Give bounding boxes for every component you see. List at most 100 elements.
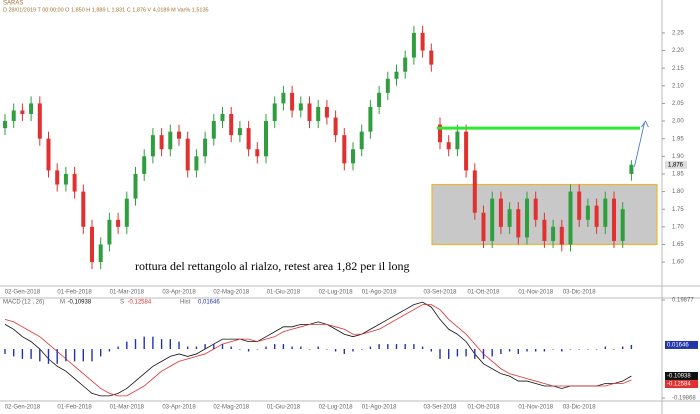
x-tick-label: 02-Gen-2018	[5, 405, 41, 411]
candle-body	[446, 142, 451, 150]
candle-body	[403, 57, 408, 72]
candle-body	[603, 198, 608, 227]
candle-body	[594, 205, 599, 227]
hist-bar	[274, 344, 276, 350]
candle-body	[568, 191, 573, 245]
candle-body	[246, 128, 251, 150]
candle-body	[20, 110, 25, 115]
candle-body	[498, 198, 503, 227]
info-line: D 28/01/2019 T 00:00:00 O 1,850 H 1,889 …	[3, 7, 209, 13]
x-tick-label: 01-Giu-2018	[267, 290, 301, 296]
x-tick-label: 01-Mar-2018	[110, 290, 145, 296]
candle-body	[612, 198, 616, 241]
y-tick-label: 2.05	[672, 101, 684, 107]
hist-bar	[482, 349, 485, 359]
candle-body	[168, 131, 173, 150]
last-price-box	[665, 160, 687, 169]
candle-body	[455, 131, 460, 150]
candle-body	[533, 198, 538, 220]
last-value-label: -0.10938	[667, 374, 691, 380]
hist-bar	[543, 349, 546, 352]
hist-bar	[448, 349, 450, 359]
candle-body	[229, 114, 234, 136]
macd-line	[4, 301, 632, 397]
y-tick-label: 2.20	[672, 48, 684, 54]
hist-bar	[178, 341, 180, 350]
candle-body	[394, 71, 399, 79]
hist-bar	[108, 349, 111, 352]
hist-bar	[343, 349, 345, 354]
legend-name: M	[60, 300, 65, 306]
hist-bar	[213, 344, 215, 350]
hist-bar	[256, 349, 258, 350]
last-price-label: 1,876	[668, 162, 684, 168]
hist-bar	[91, 349, 93, 362]
hist-bar	[300, 346, 302, 350]
hist-bar	[82, 349, 84, 362]
hist-bar	[395, 344, 398, 350]
hist-bar	[230, 346, 232, 350]
annotation: rottura del rettangolo al rialzo, retest…	[135, 259, 410, 273]
last-value-box	[665, 380, 698, 389]
hist-bar	[413, 344, 415, 350]
last-value-box	[665, 340, 698, 349]
y-tick-label: 0.19877	[672, 298, 694, 304]
candle-body	[72, 173, 77, 192]
hist-bar	[352, 349, 354, 352]
hist-bar	[247, 349, 250, 352]
candle-body	[525, 198, 529, 238]
hist-bar	[134, 339, 137, 350]
candle-body	[81, 191, 86, 227]
candle-body	[133, 173, 138, 199]
candle-body	[377, 92, 382, 107]
y-tick-label: 2.00	[672, 119, 684, 125]
candle-body	[577, 191, 582, 220]
panel-title: MACD	[3, 300, 21, 306]
x-tick-label: 01-Feb-2018	[57, 405, 92, 411]
hist-bar	[326, 349, 328, 350]
hist-bar	[404, 344, 406, 350]
candle-body	[316, 106, 321, 122]
legend-value: -0,10938	[68, 300, 92, 306]
candle-body	[324, 106, 329, 118]
hist-bar	[308, 349, 311, 350]
y-tick-label: 2.10	[672, 83, 684, 89]
hist-bar	[595, 349, 598, 350]
candle-body	[507, 209, 512, 227]
y-tick-label: 1.60	[672, 260, 684, 266]
candle-body	[385, 78, 390, 93]
hist-bar	[65, 349, 67, 362]
hist-bar	[430, 349, 432, 352]
arrow	[634, 120, 649, 167]
hist-bar	[187, 346, 189, 350]
candle-body	[142, 156, 147, 174]
hist-bar	[100, 349, 102, 357]
hist-bar	[334, 349, 337, 352]
candle-body	[37, 103, 42, 139]
candle-body	[629, 164, 634, 174]
hist-bar	[39, 349, 41, 362]
candle-body	[264, 121, 268, 157]
candle-body	[98, 244, 103, 263]
x-tick-label: 03-Apr-2018	[162, 405, 196, 411]
x-tick-label: 03-Dic-2018	[563, 290, 596, 296]
candle-body	[516, 209, 521, 238]
candle-body	[29, 103, 34, 115]
hist-bar	[30, 349, 32, 359]
hist-bar	[13, 349, 15, 357]
candle-body	[3, 121, 7, 129]
candle-body	[177, 131, 181, 139]
y-tick-label: 1.75	[672, 207, 684, 213]
candle-body	[220, 114, 225, 122]
hist-bar	[526, 349, 528, 352]
hist-bar	[282, 344, 285, 350]
x-tick-label: 01-Nov-2018	[518, 405, 553, 411]
last-value-label: 0.01646	[667, 343, 689, 349]
hist-bar	[239, 349, 241, 350]
x-tick-label: 01-Ago-2018	[362, 405, 397, 411]
x-tick-label: 01-Mar-2018	[110, 405, 145, 411]
candle-body	[333, 117, 338, 136]
y-tick-label: 1.70	[672, 224, 684, 230]
hist-bar	[4, 349, 6, 354]
hist-bar	[474, 349, 476, 359]
